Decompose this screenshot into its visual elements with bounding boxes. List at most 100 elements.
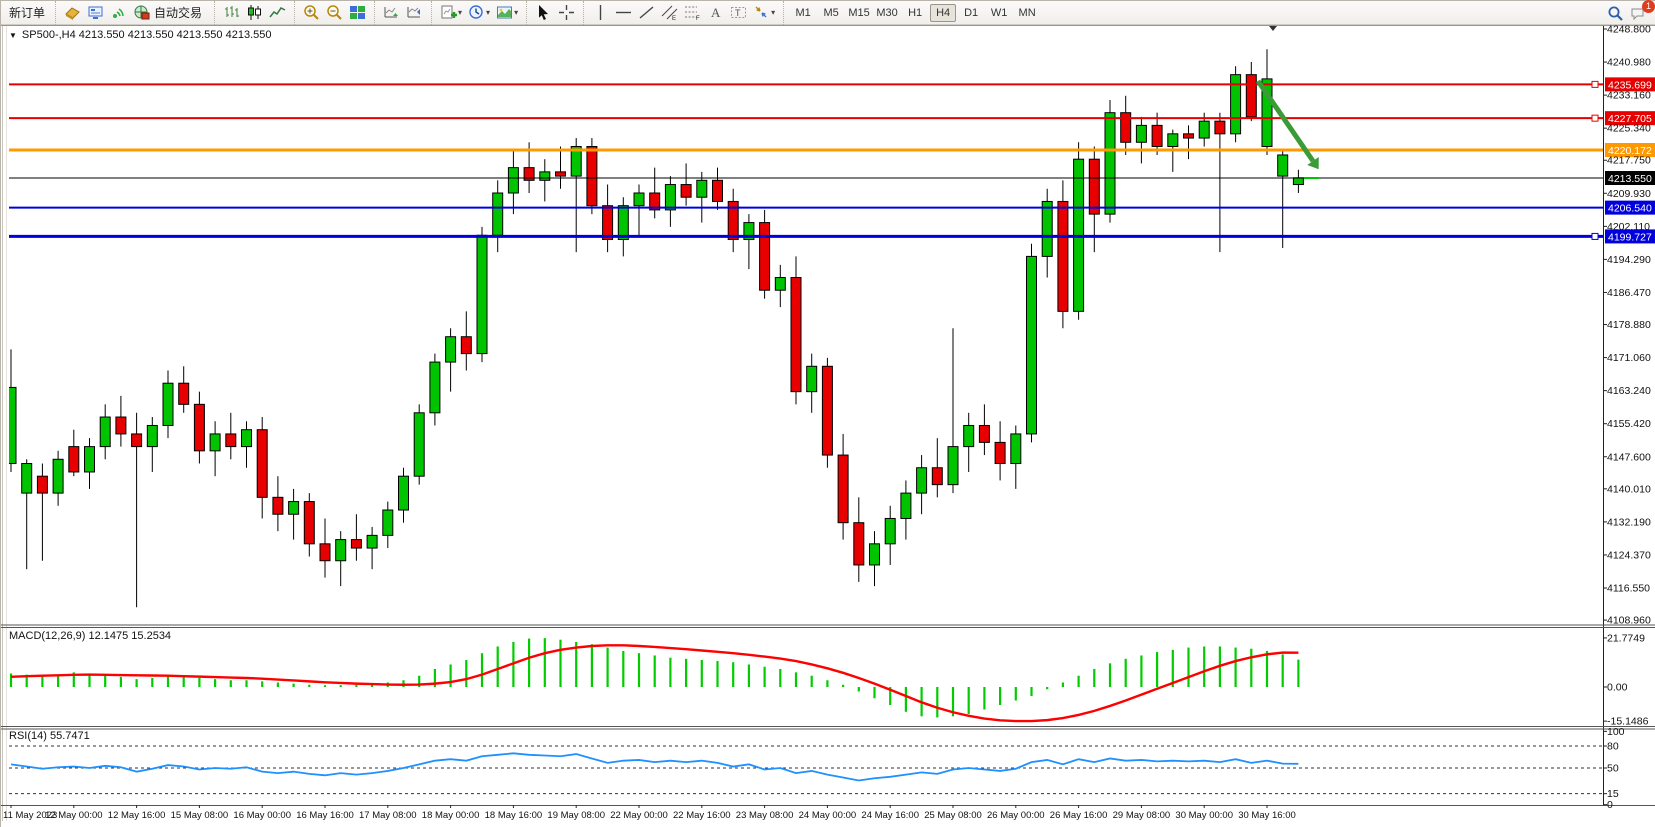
candle xyxy=(445,336,457,363)
hline-button[interactable] xyxy=(612,2,635,23)
price-tick-label: 4248.800 xyxy=(1607,24,1651,36)
textlabel-button[interactable]: T xyxy=(727,2,750,23)
timeframe-h1-button[interactable]: H1 xyxy=(908,6,923,19)
time-tick-label: 11 May 2023 xyxy=(3,810,57,821)
chart-dropdown-icon[interactable]: ▼ xyxy=(9,30,17,40)
price-tag xyxy=(1605,143,1655,158)
candle xyxy=(900,492,912,519)
time-tick-label: 18 May 00:00 xyxy=(422,810,480,821)
publisher-button[interactable] xyxy=(84,2,107,23)
candle xyxy=(209,433,221,452)
svg-text:T: T xyxy=(735,8,741,18)
candle xyxy=(241,429,252,448)
channel-button[interactable]: E xyxy=(658,2,681,23)
candles-chart-button[interactable] xyxy=(243,2,266,23)
dropdown-caret-icon[interactable]: ▾ xyxy=(486,8,491,17)
timeframe-d1-button[interactable]: D1 xyxy=(964,6,979,19)
price-tag xyxy=(1605,170,1655,185)
timeframe-m5-button[interactable]: M5 xyxy=(823,6,839,19)
text-button[interactable]: A xyxy=(704,2,727,23)
candle xyxy=(492,192,504,236)
autotrading-button[interactable]: 自动交易 xyxy=(130,2,209,23)
price-tick-label: 4116.550 xyxy=(1607,582,1650,594)
vline-button[interactable] xyxy=(589,2,612,23)
hline-handle[interactable] xyxy=(1591,80,1599,88)
chartshift-button[interactable] xyxy=(403,2,426,23)
price-tag xyxy=(1605,200,1655,215)
search-button[interactable] xyxy=(1604,3,1627,24)
candlestick-series xyxy=(9,49,1304,608)
timeframe-w1-button[interactable]: W1 xyxy=(990,6,1008,19)
notifications-button[interactable]: 1 xyxy=(1627,0,1655,24)
toolbar-group-new: ▾ ▾ ▾ xyxy=(431,0,524,25)
time-tick-label: 18 May 16:00 xyxy=(485,810,543,821)
candle xyxy=(1010,433,1022,465)
hline-handle[interactable] xyxy=(1591,114,1599,122)
dropdown-caret-icon[interactable]: ▾ xyxy=(514,8,519,17)
candle xyxy=(884,517,896,545)
candle xyxy=(963,424,975,448)
trendline-button[interactable] xyxy=(635,2,658,23)
macd-tick-label: 0.00 xyxy=(1607,682,1628,694)
candle xyxy=(1041,200,1053,257)
fibonacci-icon: F xyxy=(684,4,701,21)
candle xyxy=(429,361,441,414)
price-tick-label: 4186.470 xyxy=(1607,287,1651,299)
candle xyxy=(350,539,362,549)
signal-button[interactable] xyxy=(107,2,130,23)
candle xyxy=(36,475,48,494)
crosshair-icon xyxy=(558,4,575,21)
timeframe-m15-button[interactable]: M15 xyxy=(848,6,870,19)
price-tag-label: 4227.705 xyxy=(1608,113,1652,125)
price-tick-label: 4163.240 xyxy=(1607,385,1651,397)
toolbar-group-chart-type xyxy=(214,0,292,25)
dropdown-caret-icon[interactable]: ▾ xyxy=(771,8,776,17)
history-button[interactable] xyxy=(61,2,84,23)
rsi-tick-label: 50 xyxy=(1607,763,1619,775)
horizontal-line-objects[interactable]: 4235.699 4227.705 4220.172 4213.550 4206.540… xyxy=(9,77,1655,244)
timeframe-toolbar: M1 M5 M15 M30 H1 H4 D1 W1 MN xyxy=(783,0,1044,25)
candle xyxy=(1277,154,1289,177)
hline-handle[interactable] xyxy=(1591,232,1599,240)
price-tag-label: 4213.550 xyxy=(1608,173,1652,185)
new-chart-button[interactable]: ▾ xyxy=(437,2,465,23)
crosshair-button[interactable] xyxy=(555,2,578,23)
timeframe-m30-button[interactable]: M30 xyxy=(876,6,898,19)
rsi-pane: 100 80 50 150 xyxy=(9,726,1625,811)
line-chart-button[interactable] xyxy=(266,2,289,23)
svg-text:A: A xyxy=(711,5,721,20)
publisher-icon xyxy=(87,4,104,21)
candle xyxy=(853,522,865,566)
timeframe-m1-button[interactable]: M1 xyxy=(795,6,811,19)
price-tick-label: 4171.060 xyxy=(1607,352,1651,364)
price-tag xyxy=(1605,111,1655,126)
cursor-button[interactable] xyxy=(532,2,555,23)
price-tick-label: 4202.110 xyxy=(1607,221,1650,233)
timeframe-h4-button[interactable]: H4 xyxy=(930,3,957,22)
time-tick-label: 25 May 08:00 xyxy=(924,810,982,821)
chart-title[interactable]: ▼ SP500-,H4 4213.550 4213.550 4213.550 4… xyxy=(9,29,271,41)
candle xyxy=(382,509,394,536)
bars-chart-button[interactable] xyxy=(220,2,243,23)
chart-title-text: SP500-,H4 4213.550 4213.550 4213.550 421… xyxy=(21,29,272,41)
dropdown-caret-icon[interactable]: ▾ xyxy=(458,8,463,17)
candle xyxy=(256,429,268,498)
fibonacci-button[interactable]: F xyxy=(681,2,704,23)
tile-windows-button[interactable] xyxy=(346,2,369,23)
trend-arrow-annotation[interactable] xyxy=(1255,79,1319,170)
arrows-button[interactable]: ▾ xyxy=(750,2,778,23)
time-tick-label: 23 May 08:00 xyxy=(736,810,794,821)
candle xyxy=(9,386,17,465)
candle xyxy=(84,446,95,473)
zoom-out-button[interactable] xyxy=(323,2,346,23)
candle xyxy=(727,200,739,240)
clock-button[interactable]: ▾ xyxy=(465,2,493,23)
timeframe-mn-button[interactable]: MN xyxy=(1018,6,1036,19)
autoscroll-button[interactable] xyxy=(380,2,403,23)
templates-button[interactable]: ▾ xyxy=(493,2,521,23)
candle xyxy=(178,382,190,405)
zoom-in-button[interactable] xyxy=(300,2,323,23)
new-order-button[interactable]: 新订单 xyxy=(9,6,46,20)
